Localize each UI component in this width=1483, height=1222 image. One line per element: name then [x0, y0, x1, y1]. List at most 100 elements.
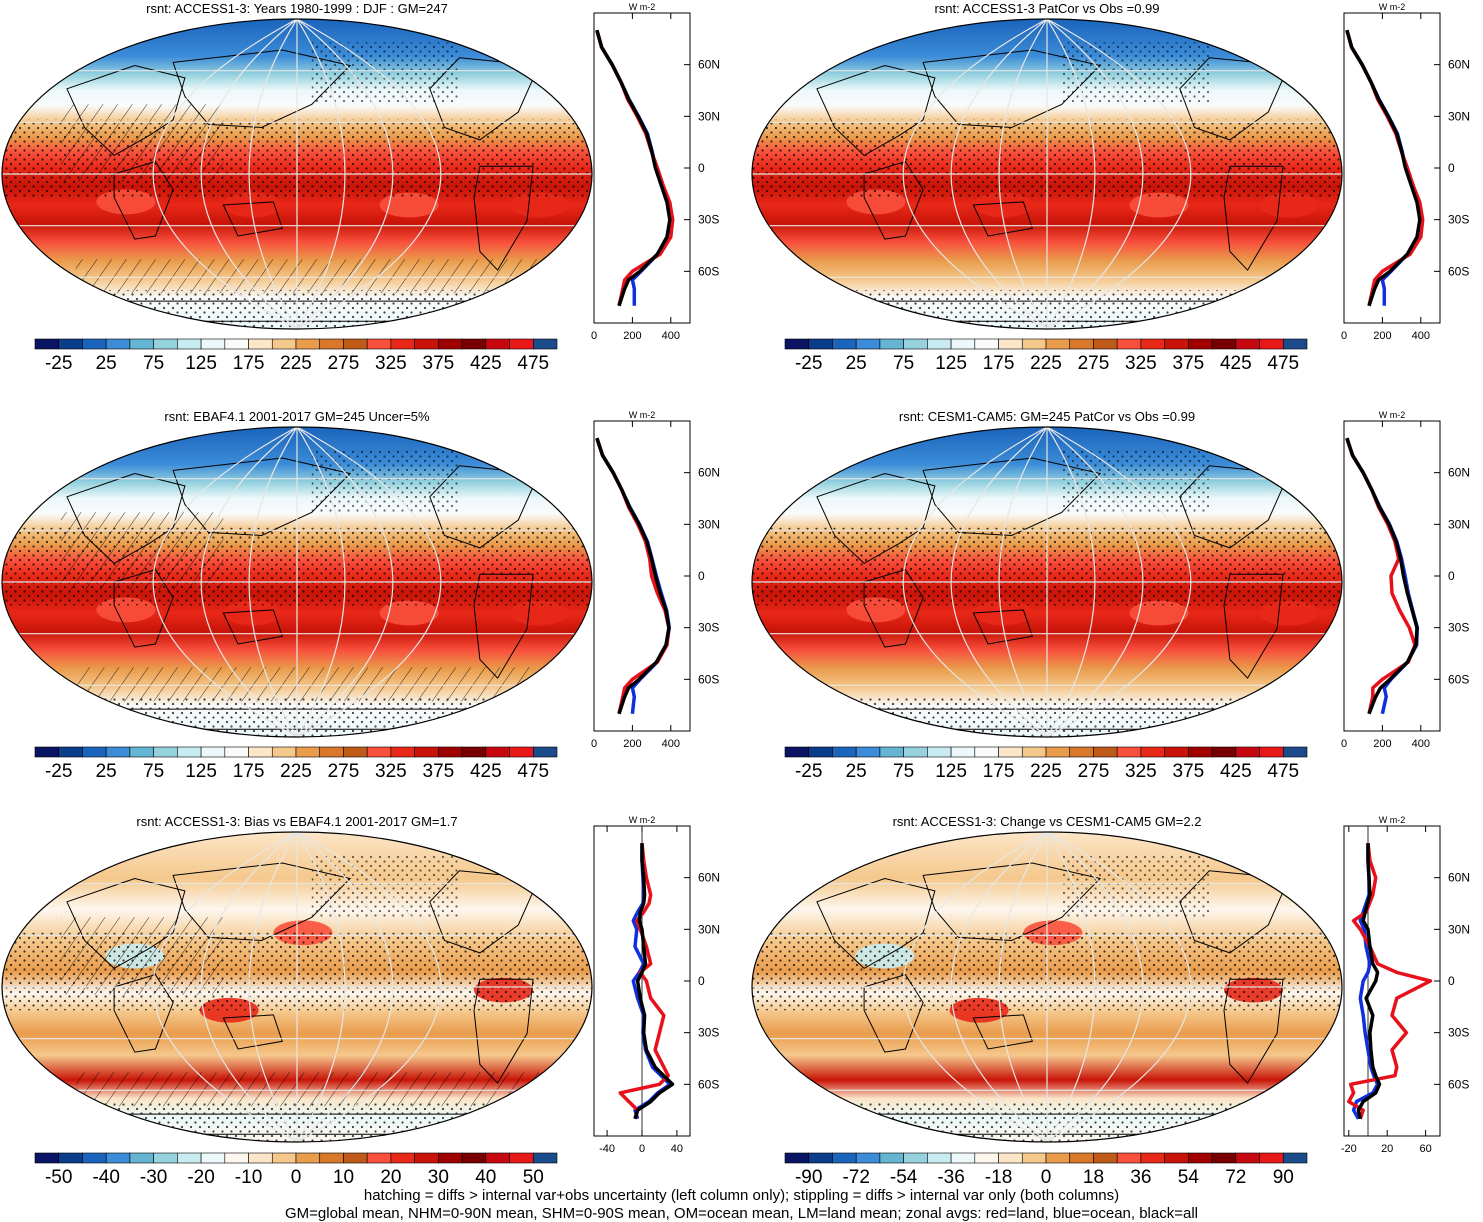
- colorbar-box: [485, 746, 510, 758]
- graticule-lon: [950, 832, 1048, 1142]
- colorbar-box: [390, 746, 415, 758]
- colorbar-box: [34, 338, 60, 350]
- colorbar-box: [343, 338, 368, 350]
- map-field: [752, 832, 1342, 1142]
- colorbar-box: [1069, 746, 1094, 758]
- zonal-x-tick-label: 0: [1341, 330, 1347, 342]
- zonal-lat-label: 0: [698, 974, 705, 988]
- stippling-north: [1061, 855, 1210, 918]
- panel-title: rsnt: ACCESS1-3 PatCor vs Obs =0.99: [934, 1, 1159, 16]
- map-field: [752, 19, 1342, 329]
- colorbar-box: [1069, 338, 1094, 350]
- graticule-lon: [248, 832, 298, 1142]
- map-anomaly-2: [379, 192, 439, 218]
- zonal-x-tick-label: 0: [591, 738, 597, 750]
- stippling-north: [1061, 450, 1210, 513]
- colorbar-tick-label: 0: [1041, 1167, 1052, 1188]
- colorbar-tick-label: -25: [795, 353, 822, 374]
- graticule-lon: [1046, 19, 1192, 329]
- zonal-x-tick-label: 200: [623, 738, 641, 750]
- colorbar-box: [1164, 746, 1189, 758]
- colorbar-tick-label: 30: [428, 1167, 449, 1188]
- colorbar-box: [295, 746, 321, 758]
- zonal-lat-label: 60N: [698, 871, 720, 885]
- zonal-x-tick-label: 400: [662, 738, 680, 750]
- graticule-lon: [950, 19, 1048, 329]
- colorbar-box: [58, 338, 83, 350]
- colorbar-box: [177, 746, 202, 758]
- colorbar-box: [153, 338, 178, 350]
- colorbar-box: [390, 1152, 415, 1164]
- graticule-lon: [950, 427, 1048, 737]
- colorbar-tick-label: 275: [1078, 761, 1110, 782]
- colorbar-tick-label: 325: [375, 353, 407, 374]
- colorbar-box: [1045, 1152, 1071, 1164]
- colorbar-box: [1045, 338, 1071, 350]
- colorbar-box: [34, 1152, 60, 1164]
- colorbar-box: [390, 338, 415, 350]
- graticule-lon: [248, 19, 298, 329]
- colorbar-tick-label: 75: [893, 353, 914, 374]
- colorbar-box: [129, 338, 154, 350]
- zonal-x-tick-label: 400: [1412, 330, 1430, 342]
- colorbar-box: [1235, 746, 1260, 758]
- graticule-lon: [152, 832, 298, 1142]
- colorbar-tick-label: 40: [475, 1167, 496, 1188]
- colorbar-box: [784, 746, 810, 758]
- zonal-lat-label: 30N: [1448, 517, 1470, 531]
- colorbar-box: [1021, 1152, 1047, 1164]
- colorbar-tick-label: -30: [140, 1167, 167, 1188]
- zonal-x-tick-label: 200: [623, 330, 641, 342]
- coastline-2: [172, 457, 352, 537]
- colorbar-tick-label: 275: [328, 761, 360, 782]
- zonal-x-tick-label: 400: [1412, 738, 1430, 750]
- graticule-lon: [296, 19, 394, 329]
- colorbar-box: [224, 338, 249, 350]
- colorbar-tick-label: 0: [291, 1167, 302, 1188]
- zonal-lat-label: 60N: [1448, 58, 1470, 72]
- panel-3: rsnt: EBAF4.1 2001-2017 GM=245 Uncer=5% 0…: [1, 409, 720, 782]
- graticule-lon: [296, 832, 394, 1142]
- colorbar-tick-label: 75: [143, 353, 164, 374]
- stippling-north: [311, 42, 460, 105]
- hatching-asia: [61, 917, 224, 995]
- panel-title: rsnt: EBAF4.1 2001-2017 GM=245 Uncer=5%: [164, 409, 430, 424]
- zonal-x-tick-label: -20: [1341, 1143, 1357, 1155]
- footer-note-hatching: hatching = diffs > internal var+obs unce…: [363, 1187, 1120, 1204]
- colorbar-box: [1021, 746, 1047, 758]
- hatching-southern-ocean: [75, 1072, 548, 1107]
- zonal-lat-label: 60N: [698, 466, 720, 480]
- map-border: [751, 18, 1343, 330]
- colorbar-tick-label: 425: [1220, 353, 1252, 374]
- colorbar-box: [1116, 338, 1142, 350]
- colorbar-box: [1259, 338, 1284, 350]
- panel-4: rsnt: CESM1-CAM5: GM=245 PatCor vs Obs =…: [751, 409, 1470, 782]
- colorbar-tick-label: 375: [1173, 761, 1205, 782]
- graticule-lon: [1046, 19, 1144, 329]
- zonal-units-label: W m-2: [629, 815, 656, 825]
- colorbar-box: [105, 746, 131, 758]
- colorbar-tick-label: 475: [1267, 761, 1299, 782]
- zonal-x-tick-label: 0: [1341, 738, 1347, 750]
- map-anomaly-1: [973, 600, 1033, 626]
- colorbar-box: [248, 746, 273, 758]
- graticule-lon: [1046, 427, 1096, 737]
- colorbar-box: [1116, 1152, 1142, 1164]
- colorbar-box: [532, 746, 558, 758]
- colorbar-box: [903, 746, 928, 758]
- colorbar-box: [129, 1152, 154, 1164]
- graticule-lon: [1046, 832, 1144, 1142]
- colorbar-box: [927, 338, 952, 350]
- colorbar-tick-label: 25: [96, 761, 117, 782]
- panel-title: rsnt: ACCESS1-3: Change vs CESM1-CAM5 GM…: [893, 814, 1202, 829]
- colorbar-tick-label: 175: [233, 761, 265, 782]
- colorbar-box: [58, 1152, 83, 1164]
- panel-title: rsnt: ACCESS1-3: Years 1980-1999 : DJF :…: [146, 1, 448, 16]
- colorbar-tick-label: 90: [1273, 1167, 1294, 1188]
- panel-6: rsnt: ACCESS1-3: Change vs CESM1-CAM5 GM…: [751, 814, 1470, 1188]
- colorbar-box: [366, 338, 392, 350]
- colorbar-tick-label: 325: [1125, 353, 1157, 374]
- coastline-2: [922, 862, 1102, 942]
- colorbar-box: [1069, 1152, 1094, 1164]
- graticule-lon: [902, 19, 1048, 329]
